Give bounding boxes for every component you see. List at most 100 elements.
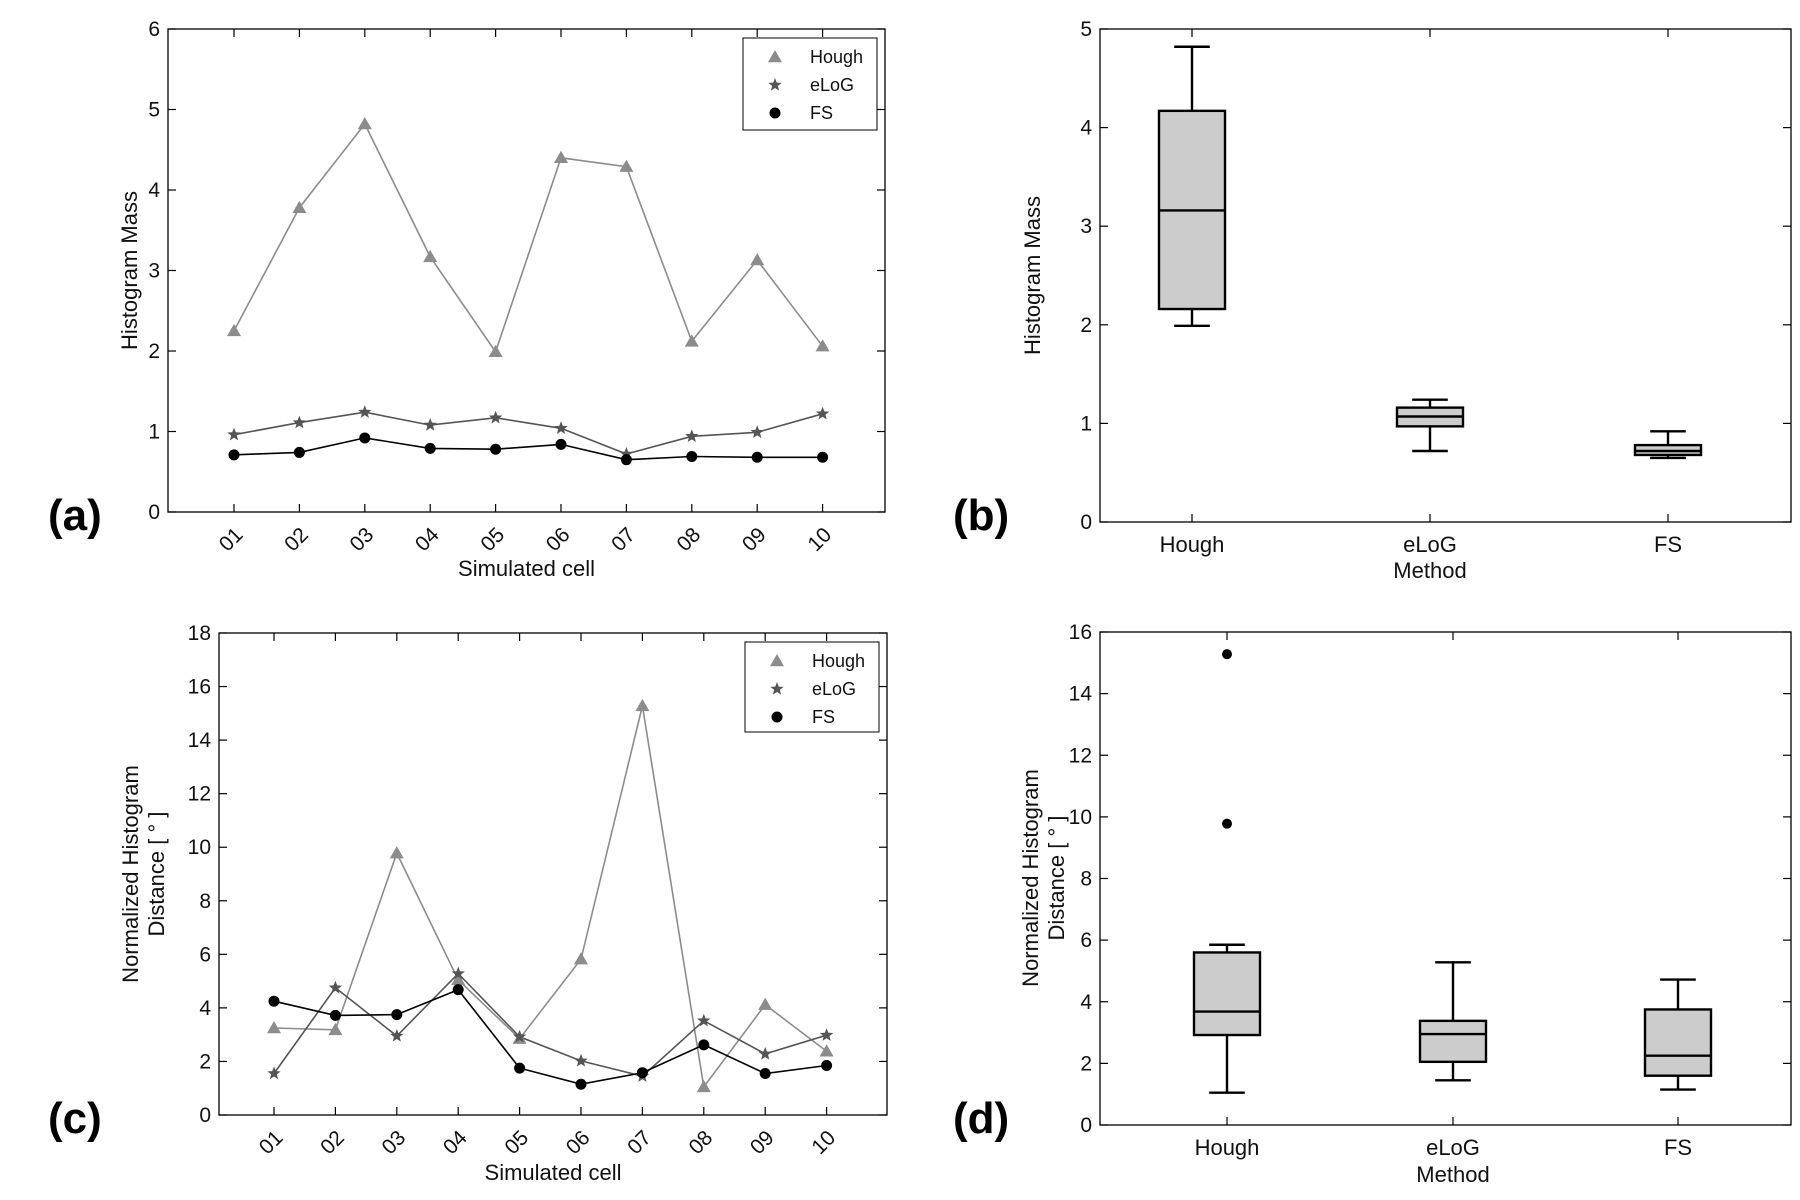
point-elog <box>574 1053 588 1067</box>
x-axis-label-a: Simulated cell <box>458 556 595 581</box>
point-elog <box>267 1066 281 1080</box>
point-elog <box>390 1029 404 1042</box>
point-elog <box>750 425 764 438</box>
point-fs <box>228 449 240 461</box>
y-tick-label: 18 <box>188 622 211 645</box>
point-fs <box>293 446 305 458</box>
y-tick-label: 14 <box>188 729 212 752</box>
x-tick-label: 06 <box>562 1126 595 1159</box>
series-line-hough <box>273 705 828 1089</box>
x-tick-label: 03 <box>346 523 379 556</box>
y-tick-label: 1 <box>1080 412 1092 435</box>
series-line-elog <box>273 972 827 1078</box>
y-tick-label: 4 <box>1080 117 1092 140</box>
legend-label-fs: FS <box>810 103 833 123</box>
point-fs <box>636 1067 648 1079</box>
x-tick-label: FS <box>1664 1135 1692 1160</box>
legend-label-hough: Hough <box>810 47 863 67</box>
series-line-hough <box>233 122 824 354</box>
y-tick-label: 0 <box>1080 511 1092 534</box>
point-elog <box>554 421 568 434</box>
box-hough <box>1157 45 1227 327</box>
y-axis-label-c-line1: Normalized Histogram <box>118 765 143 983</box>
point-elog <box>358 405 372 418</box>
y-tick-label: 4 <box>1080 991 1092 1014</box>
y-axis-label-d-line1: Normalized Histogram <box>1018 769 1043 987</box>
point-hough <box>750 253 765 266</box>
legend-marker-elog <box>768 78 782 91</box>
point-fs <box>268 995 280 1007</box>
point-fs <box>424 442 436 454</box>
point-hough <box>292 200 307 213</box>
point-fs <box>751 451 763 463</box>
box-iqr <box>1643 1008 1713 1077</box>
x-tick-label: 05 <box>500 1126 533 1159</box>
legend-box <box>744 641 880 733</box>
y-tick-label: 6 <box>148 18 160 41</box>
x-axis-label-d: Method <box>1416 1162 1489 1187</box>
x-tick-label: 08 <box>685 1126 718 1159</box>
point-elog <box>619 447 634 460</box>
x-tick-label: eLoG <box>1426 1135 1480 1160</box>
point-hough <box>684 334 699 347</box>
point-hough <box>227 323 241 337</box>
box-iqr <box>1418 1019 1488 1064</box>
legend-marker-hough <box>768 50 782 63</box>
panel-b-box-plot: (b) 0 1 2 3 4 5 Hough eLoG FS Method Histogram M… <box>953 18 1792 583</box>
outlier-point <box>1222 649 1232 660</box>
point-fs <box>698 1039 710 1051</box>
series-line-fs <box>233 437 823 461</box>
y-tick-label: 8 <box>199 890 211 913</box>
x-tick-label: 06 <box>542 523 575 556</box>
x-tick-label: 09 <box>746 1126 779 1159</box>
x-tick-label: Hough <box>1160 532 1225 557</box>
point-fs <box>555 438 567 450</box>
x-tick-label: 05 <box>476 523 509 556</box>
point-fs <box>759 1067 771 1079</box>
y-tick-label: 10 <box>188 836 211 859</box>
x-tick-label: 08 <box>673 523 706 556</box>
point-fs <box>575 1078 587 1090</box>
x-tick-label: 07 <box>607 523 640 556</box>
y-tick-label: 5 <box>1080 18 1092 41</box>
point-hough <box>554 150 568 164</box>
box-elog <box>1418 961 1488 1082</box>
box-fs <box>1633 430 1703 460</box>
point-fs <box>620 454 632 466</box>
y-tick-label: 10 <box>1069 806 1092 829</box>
x-tick-label: 01 <box>255 1126 288 1159</box>
y-tick-label: 0 <box>1080 1114 1092 1137</box>
y-tick-label: 5 <box>148 99 160 122</box>
plot-area-c <box>218 632 888 1116</box>
legend-marker-fs <box>771 711 783 723</box>
panel-label-a: (a) <box>48 491 102 540</box>
y-tick-label: 0 <box>148 501 160 524</box>
plot-area-b <box>1099 28 1792 523</box>
point-elog <box>815 406 830 420</box>
panel-label-d: (d) <box>953 1094 1009 1143</box>
panel-label-b: (b) <box>953 491 1009 540</box>
point-hough <box>819 1044 834 1057</box>
y-tick-label: 8 <box>1080 868 1092 891</box>
point-hough <box>488 344 503 358</box>
point-fs <box>391 1009 403 1021</box>
point-elog <box>758 1046 772 1060</box>
x-tick-label: Hough <box>1195 1135 1260 1160</box>
point-hough <box>574 952 588 965</box>
y-axis-label-b: Histogram Mass <box>1020 196 1045 355</box>
y-tick-label: 2 <box>1080 314 1092 337</box>
y-tick-label: 12 <box>1069 744 1092 767</box>
point-hough <box>328 1022 343 1036</box>
point-fs <box>490 443 502 455</box>
x-tick-label: 09 <box>738 523 771 556</box>
point-elog <box>685 429 699 442</box>
legend-marker-hough <box>770 654 784 667</box>
x-tick-label: 02 <box>316 1126 349 1159</box>
point-fs <box>329 1009 341 1021</box>
series-line-elog <box>233 411 823 455</box>
series-line-fs <box>273 988 827 1086</box>
legend-label-elog: eLoG <box>810 75 854 95</box>
